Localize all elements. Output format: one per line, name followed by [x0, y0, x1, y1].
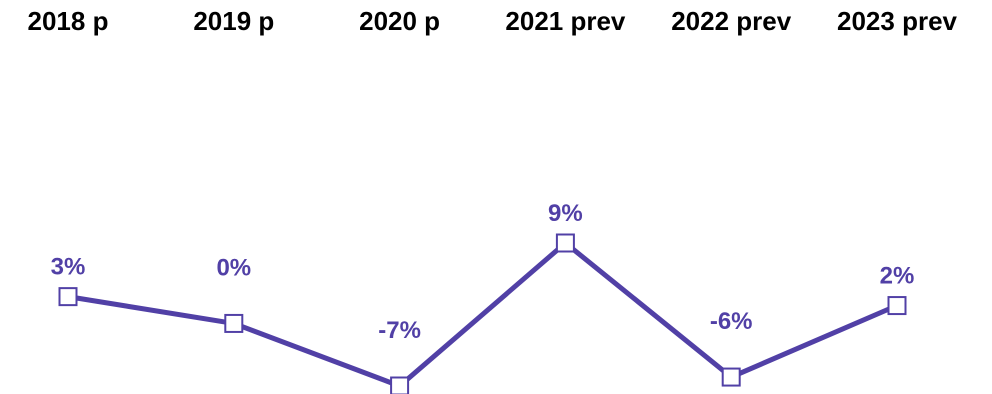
markers [58, 233, 907, 394]
category-label: 2021 prev [505, 6, 626, 36]
category-label: 2018 p [28, 6, 109, 36]
data-label: 9% [548, 200, 583, 227]
data-label: -7% [378, 317, 421, 344]
category-labels: 2018 p 2019 p 2020 p 2021 prev 2022 prev 2023… [28, 6, 958, 36]
data-label: 3% [51, 254, 86, 281]
data-label: -6% [710, 308, 753, 335]
data-point-marker [555, 233, 575, 253]
data-point-marker [887, 296, 907, 316]
data-labels: 3% 0% -7% 9% -6% 2% [51, 200, 915, 344]
data-label: 0% [216, 254, 251, 281]
category-label: 2022 prev [671, 6, 792, 36]
data-label: 2% [880, 263, 915, 290]
series-line [65, 240, 900, 389]
category-label: 2019 p [193, 6, 274, 36]
category-label: 2023 prev [837, 6, 958, 36]
category-label: 2020 p [359, 6, 440, 36]
data-point-marker [721, 367, 741, 387]
data-point-marker [390, 376, 410, 394]
data-point-marker [224, 313, 244, 333]
data-point-marker [58, 287, 78, 307]
